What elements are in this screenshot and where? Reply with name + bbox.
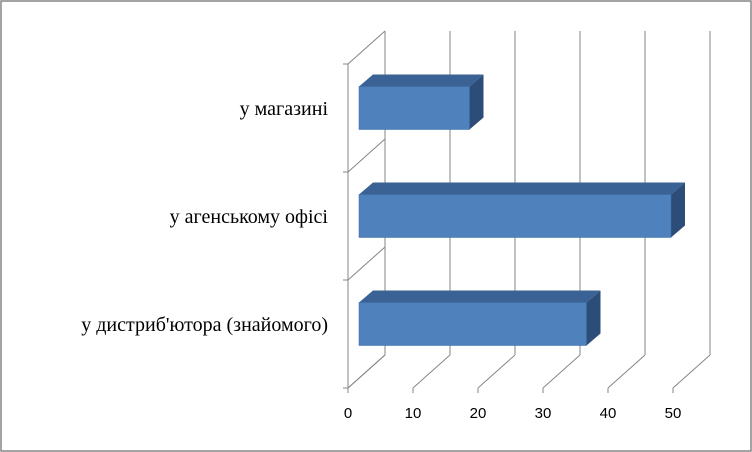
- axis-line: [347, 30, 386, 65]
- bar-side: [469, 74, 484, 130]
- bar-side: [586, 290, 601, 346]
- grid-line: [347, 354, 386, 389]
- bar-top: [359, 290, 601, 303]
- x-tick-label: 50: [665, 405, 682, 422]
- grid-line: [542, 354, 581, 389]
- grid-line: [672, 354, 711, 389]
- grid-line: [477, 354, 516, 389]
- y-tick-label: у магазині: [240, 98, 329, 120]
- bar-side: [671, 182, 685, 238]
- bar-top: [359, 182, 685, 195]
- bar-top: [359, 74, 484, 87]
- x-tick-label: 0: [344, 405, 352, 422]
- grid-line: [607, 354, 646, 389]
- grid-line: [412, 354, 451, 389]
- x-tick-label: 30: [535, 405, 552, 422]
- x-tick-label: 10: [405, 405, 422, 422]
- x-tick-label: 20: [470, 405, 487, 422]
- wall-line: [347, 138, 386, 173]
- y-tick-label: у агенському офісі: [170, 206, 329, 228]
- bar: [358, 194, 672, 238]
- bar: [358, 86, 470, 130]
- y-tick-label: у дистриб'ютора (знайомого): [81, 314, 328, 336]
- x-tick-label: 40: [600, 405, 617, 422]
- bar: [358, 302, 587, 346]
- wall-line: [347, 246, 386, 281]
